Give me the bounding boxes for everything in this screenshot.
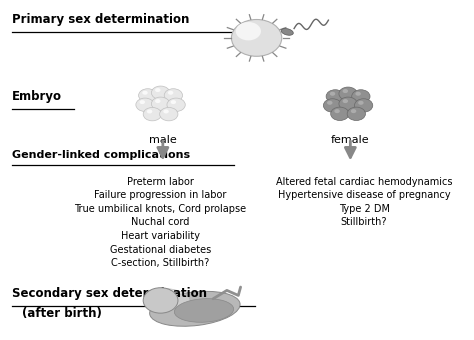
Ellipse shape xyxy=(150,291,240,326)
Circle shape xyxy=(327,101,333,105)
Text: female: female xyxy=(331,135,370,145)
Circle shape xyxy=(343,89,348,93)
Circle shape xyxy=(151,86,170,99)
Text: Gender-linked complications: Gender-linked complications xyxy=(12,150,190,160)
Text: Preterm labor
Failure progression in labor
True umbilical knots, Cord prolapse
N: Preterm labor Failure progression in lab… xyxy=(74,177,246,268)
Circle shape xyxy=(351,109,356,113)
Circle shape xyxy=(142,91,148,95)
Circle shape xyxy=(358,101,364,105)
Circle shape xyxy=(155,99,161,103)
Circle shape xyxy=(343,99,348,103)
Circle shape xyxy=(164,109,169,114)
Ellipse shape xyxy=(281,29,293,35)
Circle shape xyxy=(143,107,162,121)
Circle shape xyxy=(330,92,335,96)
Circle shape xyxy=(136,98,154,112)
Text: male: male xyxy=(149,135,177,145)
Ellipse shape xyxy=(145,288,190,309)
Text: Embryo: Embryo xyxy=(12,90,62,103)
Circle shape xyxy=(167,98,185,112)
Circle shape xyxy=(352,90,370,103)
Text: (after birth): (after birth) xyxy=(22,307,102,320)
Circle shape xyxy=(355,99,373,112)
Circle shape xyxy=(138,89,157,102)
Circle shape xyxy=(326,90,345,103)
Circle shape xyxy=(139,100,145,104)
Circle shape xyxy=(147,109,152,114)
Circle shape xyxy=(171,100,176,104)
Circle shape xyxy=(331,107,349,120)
Circle shape xyxy=(334,109,340,113)
Circle shape xyxy=(323,99,342,112)
Circle shape xyxy=(236,22,261,40)
Circle shape xyxy=(143,288,178,313)
Circle shape xyxy=(356,92,361,96)
Circle shape xyxy=(168,91,173,95)
Ellipse shape xyxy=(174,299,234,322)
Circle shape xyxy=(164,89,182,102)
Circle shape xyxy=(339,87,357,100)
Circle shape xyxy=(160,107,178,121)
Text: Primary sex determination: Primary sex determination xyxy=(12,13,189,26)
Text: Secondary sex determination: Secondary sex determination xyxy=(12,287,207,300)
Circle shape xyxy=(231,19,282,56)
Circle shape xyxy=(339,97,357,110)
Text: Altered fetal cardiac hemodynamics
Hypertensive disease of pregnancy
Type 2 DM
S: Altered fetal cardiac hemodynamics Hyper… xyxy=(276,177,452,227)
Circle shape xyxy=(155,88,161,92)
Circle shape xyxy=(151,97,170,110)
Circle shape xyxy=(347,107,365,120)
